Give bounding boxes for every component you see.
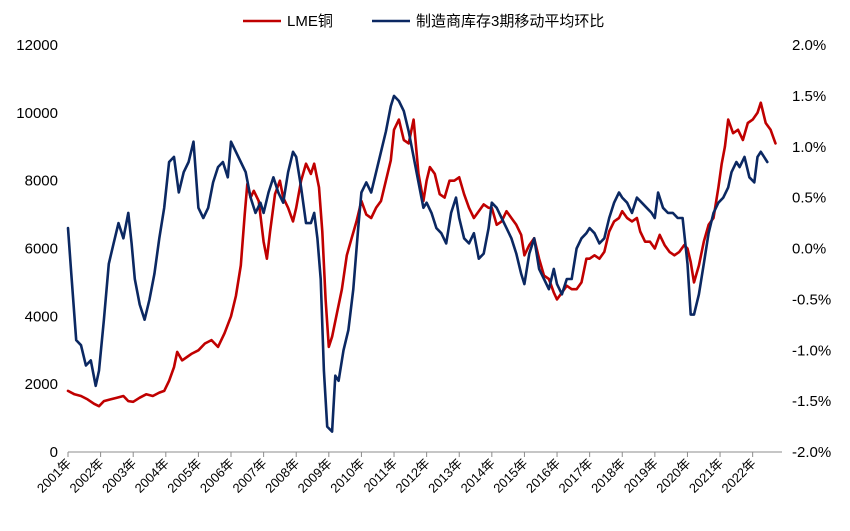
y-left-tick-label: 0 xyxy=(50,444,58,461)
y-left-tick-label: 12000 xyxy=(16,37,58,54)
x-tick-label: 2006年 xyxy=(197,456,237,496)
x-tick-label: 2009年 xyxy=(295,456,335,496)
x-tick-label: 2015年 xyxy=(490,456,530,496)
x-tick-label: 2003年 xyxy=(99,456,139,496)
series-layer xyxy=(66,94,777,433)
y-axis-left: 0 2000 4000 6000 8000 10000 12000 xyxy=(16,37,58,461)
x-tick-label: 2018年 xyxy=(588,456,628,496)
series-line-2 xyxy=(66,94,769,433)
x-tick-label: 2019年 xyxy=(621,456,661,496)
legend: LME铜 制造商库存3期移动平均环比 xyxy=(243,13,604,30)
x-tick-label: 2017年 xyxy=(556,456,596,496)
y-left-tick-label: 2000 xyxy=(25,376,58,393)
x-tick-label: 2021年 xyxy=(686,456,726,496)
y-right-tick-label: -2.0% xyxy=(792,444,831,461)
x-tick-label: 2011年 xyxy=(361,456,401,496)
y-right-tick-label: -0.5% xyxy=(792,291,831,308)
y-left-tick-label: 8000 xyxy=(25,173,58,190)
legend-label-1: LME铜 xyxy=(287,13,333,30)
y-left-tick-label: 4000 xyxy=(25,308,58,325)
x-tick-label: 2010年 xyxy=(327,456,367,496)
y-right-tick-label: 1.0% xyxy=(792,139,826,156)
x-tick-label: 2001年 xyxy=(34,456,74,496)
y-left-tick-label: 10000 xyxy=(16,105,58,122)
y-left-tick-label: 6000 xyxy=(25,241,58,258)
x-tick-label: 2008年 xyxy=(262,456,302,496)
y-right-tick-label: 0.0% xyxy=(792,241,826,258)
y-right-tick-label: 0.5% xyxy=(792,190,826,207)
y-right-tick-label: -1.5% xyxy=(792,393,831,410)
y-axis-right: -2.0% -1.5% -1.0% -0.5% 0.0% 0.5% 1.0% 1.5% 2.0% xyxy=(792,37,831,461)
y-right-tick-label: -1.0% xyxy=(792,342,831,359)
x-tick-label: 2014年 xyxy=(458,456,498,496)
x-tick-label: 2007年 xyxy=(229,456,269,496)
x-axis: 2001年2002年2003年2004年2005年2006年2007年2008年… xyxy=(34,451,782,496)
y-right-tick-label: 2.0% xyxy=(792,37,826,54)
x-tick-label: 2002年 xyxy=(66,456,106,496)
legend-label-2: 制造商库存3期移动平均环比 xyxy=(416,13,604,30)
x-tick-label: 2012年 xyxy=(393,456,433,496)
series-line-1 xyxy=(66,101,777,408)
x-tick-label: 2022年 xyxy=(719,456,759,496)
x-tick-label: 2020年 xyxy=(653,456,693,496)
x-tick-label: 2004年 xyxy=(132,456,172,496)
x-tick-label: 2013年 xyxy=(425,456,465,496)
x-tick-label: 2016年 xyxy=(523,456,563,496)
y-right-tick-label: 1.5% xyxy=(792,88,826,105)
x-tick-label: 2005年 xyxy=(164,456,204,496)
